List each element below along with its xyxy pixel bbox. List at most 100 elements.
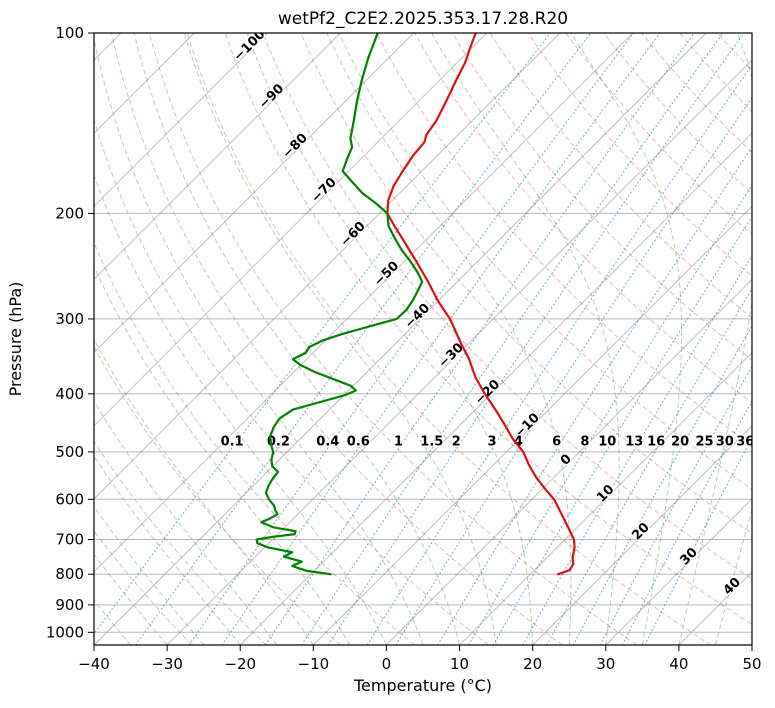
mixing-ratio-line (572, 325, 752, 645)
plot-frame (93, 32, 753, 646)
temperature-curve (386, 33, 576, 576)
mixing-ratio-label: 13 (625, 434, 643, 449)
dry-adiabat-line (300, 33, 752, 535)
y-tick-label: 900 (55, 596, 84, 614)
dry-adiabat-line (148, 33, 638, 645)
y-tick-label: 100 (55, 24, 84, 42)
mixing-ratio-line (301, 33, 724, 645)
chart-title: wetPf2_C2E2.2025.353.17.28.R20 (278, 9, 568, 29)
dry-adiabat-line (338, 33, 752, 490)
sounding-profiles (255, 33, 576, 576)
isotherm-line (166, 59, 752, 645)
dry-adiabat-line (376, 33, 752, 447)
moist-adiabat-line (678, 33, 752, 645)
y-tick-label: 700 (55, 530, 84, 548)
mixing-ratio-line (221, 33, 661, 645)
x-tick-label: 40 (669, 655, 688, 673)
mixing-ratio-label: 3 (487, 434, 496, 449)
dry-adiabat-line (111, 33, 564, 645)
mixing-ratio-label: 0.4 (316, 434, 339, 449)
moist-adiabat-line (431, 33, 620, 645)
y-axis-label: Pressure (hPa) (6, 282, 25, 397)
mixing-ratio-label: 30 (716, 434, 734, 449)
y-tick-label: 200 (55, 204, 84, 222)
isotherm-line (386, 278, 752, 645)
isotherm-line (94, 33, 707, 645)
dry-adiabat-line (94, 117, 489, 645)
mixing-ratio-line (522, 254, 752, 645)
x-tick-label: −20 (224, 655, 256, 673)
mixing-ratio-line (437, 146, 752, 645)
y-tick-label: 500 (55, 443, 84, 461)
mixing-ratio-line (546, 287, 752, 645)
mixing-ratio-label: 6 (552, 434, 561, 449)
isotherm-line (459, 351, 752, 645)
mixing-ratio-label: 8 (580, 434, 589, 449)
mixing-ratio-label: 1.5 (420, 434, 443, 449)
background-grid (94, 33, 752, 645)
mixing-ratio-label: 1 (394, 434, 403, 449)
dry-adiabat-line (451, 33, 752, 361)
dry-adiabat-line (641, 33, 752, 154)
x-tick-label: 30 (596, 655, 615, 673)
mixing-ratio-line (188, 33, 635, 645)
x-tick-label: 10 (450, 655, 469, 673)
dry-adiabat-line (94, 440, 267, 645)
mixing-ratio-line (395, 96, 752, 645)
y-tick-label: 300 (55, 310, 84, 328)
mixing-ratio-label: 25 (695, 434, 713, 449)
mixing-ratio-line (264, 33, 695, 645)
mixing-ratio-label: 4 (514, 434, 523, 449)
dry-adiabat-line (679, 33, 752, 113)
y-tick-label: 600 (55, 490, 84, 508)
y-tick-label: 400 (55, 385, 84, 403)
moist-adiabat-line (570, 33, 683, 645)
moist-adiabat-line (94, 338, 314, 645)
isotherm-line (94, 33, 341, 281)
y-tick-label: 800 (55, 565, 84, 583)
moist-adiabat-line (94, 265, 351, 645)
dry-adiabat-line (489, 33, 752, 319)
moist-adiabat-line (326, 33, 572, 645)
isotherm-line (239, 132, 752, 645)
mixing-ratio-label: 10 (598, 434, 616, 449)
x-tick-label: 0 (382, 655, 392, 673)
axes: −40 −30 −20 −10 0 10 20 30 40 5010020030040050060… (46, 24, 762, 673)
x-tick-label: −10 (298, 655, 330, 673)
dewpoint-curve (255, 33, 424, 576)
dry-adiabat-line (186, 33, 712, 645)
dry-adiabat-line (94, 345, 341, 645)
moist-adiabat-line (246, 33, 534, 645)
x-axis-label: Temperature (°C) (353, 676, 492, 695)
mixing-ratio-label: 0.6 (347, 434, 370, 449)
mixing-ratio-label: 0.1 (221, 434, 244, 449)
moist-adiabat-line (183, 33, 497, 645)
isotherm-line (312, 205, 752, 645)
mixing-ratio-line (327, 33, 745, 645)
mixing-ratio-label: 16 (647, 434, 665, 449)
moist-adiabat-line (94, 173, 387, 645)
dry-adiabat-line (527, 33, 752, 277)
moist-adiabat-line (133, 33, 461, 645)
mixing-ratio-label: 20 (671, 434, 689, 449)
mixing-ratio-label: 36 (736, 434, 754, 449)
isotherm-line (94, 33, 414, 354)
x-tick-label: −40 (78, 655, 110, 673)
isotherm-line (94, 33, 488, 427)
x-tick-label: −30 (151, 655, 183, 673)
mixing-ratio-line (366, 63, 752, 645)
isotherm-line (532, 424, 752, 645)
x-tick-label: 20 (523, 655, 542, 673)
isotherm-line (94, 33, 268, 208)
dry-adiabat-line (94, 241, 415, 645)
mixing-ratio-line (468, 184, 752, 645)
x-tick-label: 50 (742, 655, 761, 673)
y-tick-label: 1000 (46, 623, 84, 641)
dry-adiabat-line (262, 33, 752, 580)
isotherm-line (94, 33, 561, 500)
mixing-ratio-label: 2 (452, 434, 461, 449)
isotherm-line (605, 498, 752, 645)
